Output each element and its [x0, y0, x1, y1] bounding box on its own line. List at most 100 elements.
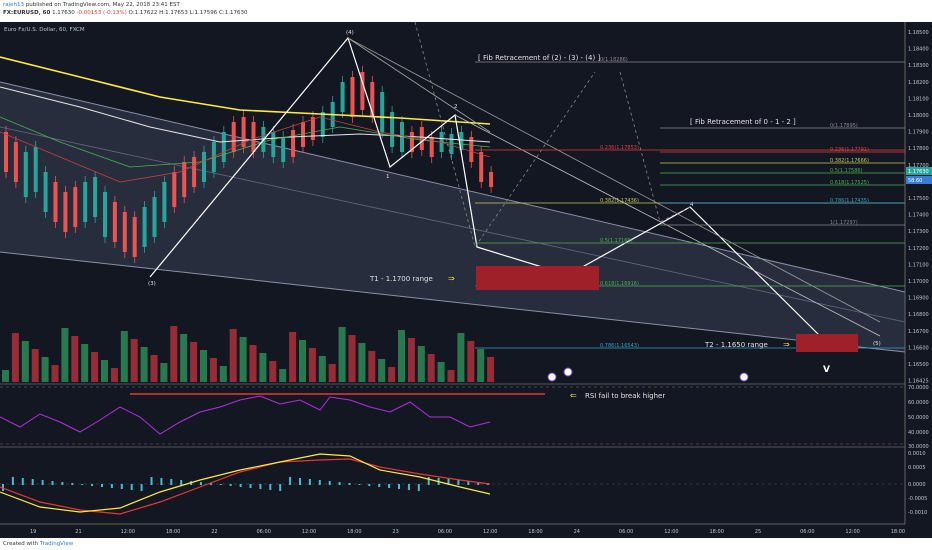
price-tick-label: 1.16600 [908, 345, 929, 351]
t1-target-box [476, 266, 599, 290]
ma-white-line [0, 86, 491, 143]
event-flag-icon [547, 372, 557, 382]
candle-body [281, 137, 286, 162]
candle-body [370, 82, 375, 117]
time-tick-label: 06:00 [619, 529, 633, 535]
macd-histogram-bar [11, 477, 14, 485]
candle-body [13, 142, 18, 182]
time-tick-label: 18:00 [166, 529, 180, 535]
ma-green-line [0, 116, 491, 168]
publish-line: rajeh13 published on TradingView.com, Ma… [3, 2, 180, 8]
created-with-text: Created with [3, 541, 39, 547]
macd-histogram-bar [299, 478, 301, 485]
price-tick-label: 1.16425 [908, 379, 929, 385]
volume-bar [61, 328, 69, 382]
channel-lower-line [0, 251, 906, 353]
author-link[interactable]: rajeh13 [3, 2, 25, 8]
price-tick-label: 1.18500 [908, 30, 929, 36]
macd-histogram-bar [120, 484, 123, 489]
price-tick-label: 1.16800 [908, 312, 929, 318]
candle-body [211, 142, 216, 172]
candle-body [132, 217, 137, 257]
macd-histogram-bar [31, 479, 34, 485]
volume-bar [110, 368, 118, 382]
fib2-level-label: 0.786(1.17435) [830, 198, 869, 204]
price-tick-label: 1.17800 [908, 146, 929, 152]
fib1-level-label: 0.618(1.16916) [600, 281, 639, 287]
tradingview-brand[interactable]: TradingView [40, 541, 74, 547]
volume-bar [289, 332, 297, 382]
macd-histogram-bar [467, 481, 470, 485]
volume-bar [477, 349, 485, 382]
secondary-price-label: 58.60 [908, 178, 922, 184]
volume-bar [457, 333, 465, 382]
candle-body [33, 147, 38, 192]
time-tick-label: 12:00 [302, 529, 316, 535]
macd-histogram-bar [209, 483, 212, 485]
channel-band [0, 82, 905, 352]
macd-histogram-bar [388, 484, 391, 488]
candle-body [202, 152, 206, 182]
volume-bar [229, 329, 237, 382]
rsi-tick-label: 40.0000 [908, 430, 929, 436]
macd-histogram-bar [170, 479, 173, 485]
macd-histogram-bar [81, 484, 84, 485]
macd-histogram-bar [41, 480, 44, 485]
volume-bar [11, 333, 19, 382]
volume-bar [467, 341, 475, 382]
volume-bar [41, 357, 49, 382]
candle-body [479, 152, 484, 182]
candle-body [489, 172, 494, 187]
wave-2-trend-line [454, 114, 881, 337]
t1-arrow: ⇒ [448, 274, 455, 283]
time-tick-label: 18:00 [710, 529, 724, 535]
candle-body [340, 82, 345, 112]
chart-header: rajeh13 published on TradingView.com, Ma… [0, 0, 932, 22]
time-tick-label: 24 [574, 529, 580, 535]
volume-bar [219, 366, 227, 382]
macd-histogram-bar [279, 484, 282, 491]
rsi-tick-label: 70.0000 [908, 385, 929, 391]
volume-bar [51, 365, 59, 382]
symbol-line: FX:EURUSD, 60 1.17630 -0.00153 (-0.13%) … [3, 10, 247, 16]
candle-body [43, 172, 48, 212]
volume-bar [447, 370, 455, 382]
wave-label: 2 [454, 104, 458, 110]
price-tick-label: 1.17900 [908, 130, 929, 136]
macd-histogram-bar [259, 484, 262, 489]
macd-histogram-bar [91, 484, 94, 486]
volume-bar [299, 340, 306, 382]
rsi-tick-label: 60.0000 [908, 400, 929, 406]
macd-histogram-bar [71, 483, 74, 485]
candle-body [271, 132, 276, 157]
macd-histogram-bar [180, 480, 183, 485]
candle-body [469, 137, 474, 162]
price-tick-label: 1.17000 [908, 279, 929, 285]
macd-histogram-bar [308, 479, 311, 485]
candle-body [182, 162, 187, 197]
candle-body [73, 187, 78, 227]
candle-body [390, 112, 395, 147]
candle-body [380, 92, 385, 132]
wave-label: (5) [873, 341, 881, 347]
wave-4-5-trend-line [347, 37, 881, 323]
candle-body [419, 127, 424, 150]
candle-body [449, 134, 454, 154]
macd-histogram-bar [407, 484, 410, 490]
candle-body [112, 202, 117, 242]
time-tick-label: 25 [755, 529, 761, 535]
time-tick-label: 12:00 [121, 529, 135, 535]
volume-bar [398, 330, 405, 382]
fib2-level-label: 0.5(1.17586) [830, 168, 863, 174]
macd-histogram-bar [130, 484, 133, 490]
t2-target-box [796, 334, 858, 352]
price-change: -0.00153 (-0.13%) [76, 10, 127, 16]
macd-histogram-bar [269, 484, 272, 490]
macd-histogram-bar [21, 478, 24, 485]
chart-canvas[interactable]: 1.18500 1.18400 1.18300 1.18200 1.18100 1.180… [0, 22, 932, 538]
fib2-level-label: 0.618(1.17525) [830, 180, 869, 186]
time-tick-label: 12:00 [845, 529, 859, 535]
chart-title: Euro Fx/U.S. Dollar, 60, FXCM [4, 27, 85, 33]
volume-bar [81, 344, 89, 382]
macd-histogram-bar [110, 484, 113, 488]
